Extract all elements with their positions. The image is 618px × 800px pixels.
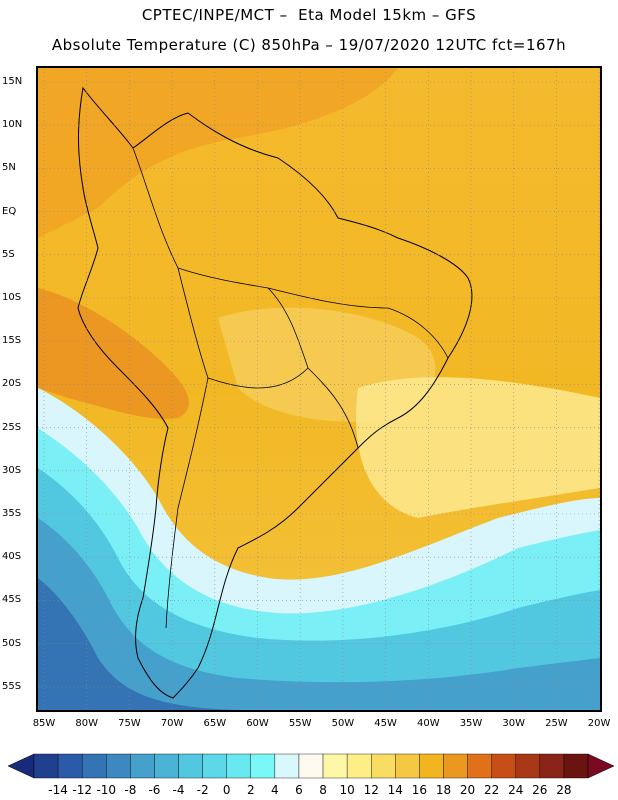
colorbar-segment: [250, 753, 276, 779]
colorbar-tick-label: 14: [387, 783, 403, 797]
colorbar-tick-label: -6: [148, 783, 161, 797]
latitude-label: 10N: [2, 119, 23, 131]
colorbar-tick-label: 22: [484, 783, 500, 797]
colorbar-tick-label: 16: [411, 783, 428, 797]
latitude-label: 5S: [2, 248, 15, 260]
latitude-label: EQ: [2, 205, 17, 217]
colorbar-tick-label: -14: [48, 783, 68, 797]
colorbar-tick-label: 28: [556, 783, 572, 797]
latitude-label: 5N: [2, 162, 16, 174]
longitude-label: 30W: [502, 718, 525, 729]
colorbar-tick-label: 18: [435, 783, 452, 797]
longitude-label: 55W: [288, 718, 312, 729]
colorbar-segment: [563, 753, 589, 779]
light-yellow-field: [356, 377, 600, 518]
latitude-label: 50S: [2, 637, 22, 649]
colorbar-segment: [226, 753, 251, 779]
longitude-label: 35W: [459, 718, 483, 729]
longitude-label: 45W: [374, 718, 397, 729]
colorbar-tick-label: 26: [532, 783, 548, 797]
colorbar-segment: [515, 753, 541, 779]
longitude-label: 80W: [75, 718, 98, 729]
colorbar-tick-label: -2: [196, 783, 209, 797]
longitude-label: 20W: [587, 718, 611, 729]
latitude-label: 40S: [2, 551, 22, 563]
colorbar-segment: [130, 753, 155, 779]
graticule: [38, 68, 600, 710]
colorbar-segment: [81, 753, 107, 779]
cold-field-3: [38, 468, 600, 710]
latitude-label: 10S: [2, 292, 22, 303]
latitude-label: 25S: [2, 421, 22, 433]
colorbar-tick-label: 2: [246, 783, 255, 797]
chart-title-line2: Absolute Temperature (C) 850hPa – 19/07/…: [51, 36, 567, 54]
colorbar-tick-label: 8: [319, 783, 327, 797]
latitude-label: 15S: [2, 335, 22, 347]
longitude-label: 85W: [32, 718, 56, 729]
latitude-label: 15N: [2, 76, 23, 87]
longitude-label: 75W: [118, 718, 141, 729]
country-border: [267, 287, 449, 359]
country-border: [307, 367, 359, 449]
temperature-map: [36, 66, 602, 712]
longitude-label: 50W: [331, 718, 355, 729]
colorbar: [8, 753, 614, 779]
longitude-label: 25W: [545, 718, 568, 729]
colorbar-tick-label: 0: [222, 783, 231, 797]
colorbar-tick-label: 6: [295, 783, 303, 797]
colorbar-segment: [202, 753, 227, 779]
country-border: [132, 147, 309, 369]
cold-field-5: [38, 578, 238, 710]
colorbar-high-arrow: [587, 753, 614, 779]
colorbar-tick-label: 4: [271, 783, 279, 797]
longitude-label: 40W: [416, 718, 440, 729]
colorbar-segment: [419, 753, 444, 779]
latitude-label: 30S: [2, 464, 22, 476]
colorbar-segment: [298, 753, 324, 779]
colorbar-tick-label: -8: [124, 783, 137, 797]
colorbar-segment: [322, 753, 348, 779]
colorbar-segment: [346, 753, 372, 779]
colorbar-segment: [371, 753, 396, 779]
colorbar-tick-label: 24: [508, 783, 524, 797]
colorbar-segment: [106, 753, 131, 779]
south-america-outline: [77, 86, 473, 699]
chart-title-line1: CPTEC/INPE/MCT – Eta Model 15km – GFS: [141, 6, 477, 24]
map-canvas: [38, 68, 600, 710]
orange-field-pacific: [38, 288, 189, 419]
country-border: [165, 377, 209, 629]
latitude-label: 20S: [2, 378, 22, 390]
colorbar-tick-label: 20: [459, 783, 476, 797]
colorbar-tick-label: -4: [172, 783, 185, 797]
colorbar-segment: [395, 753, 420, 779]
colorbar-segment: [154, 753, 179, 779]
colorbar-segment: [57, 753, 83, 779]
longitude-label: 60W: [246, 718, 269, 729]
colorbar-segment: [33, 753, 59, 779]
latitude-label: 45S: [2, 594, 22, 606]
colorbar-segment: [467, 753, 492, 779]
orange-field-north: [38, 68, 398, 238]
colorbar-tick-label: 10: [339, 783, 355, 797]
colorbar-segment: [274, 753, 300, 779]
colorbar-low-arrow: [8, 753, 35, 779]
longitude-label: 65W: [203, 718, 227, 729]
colorbar-segment: [491, 753, 516, 779]
longitude-label: 70W: [160, 718, 184, 729]
colorbar-segment: [539, 753, 565, 779]
colorbar-segment: [443, 753, 468, 779]
latitude-label: 35S: [2, 508, 22, 519]
colorbar-segment: [178, 753, 203, 779]
colorbar-tick-label: -10: [96, 783, 117, 797]
colorbar-tick-label: -12: [72, 783, 92, 797]
latitude-label: 55S: [2, 680, 22, 692]
colorbar-tick-label: 12: [363, 783, 379, 797]
